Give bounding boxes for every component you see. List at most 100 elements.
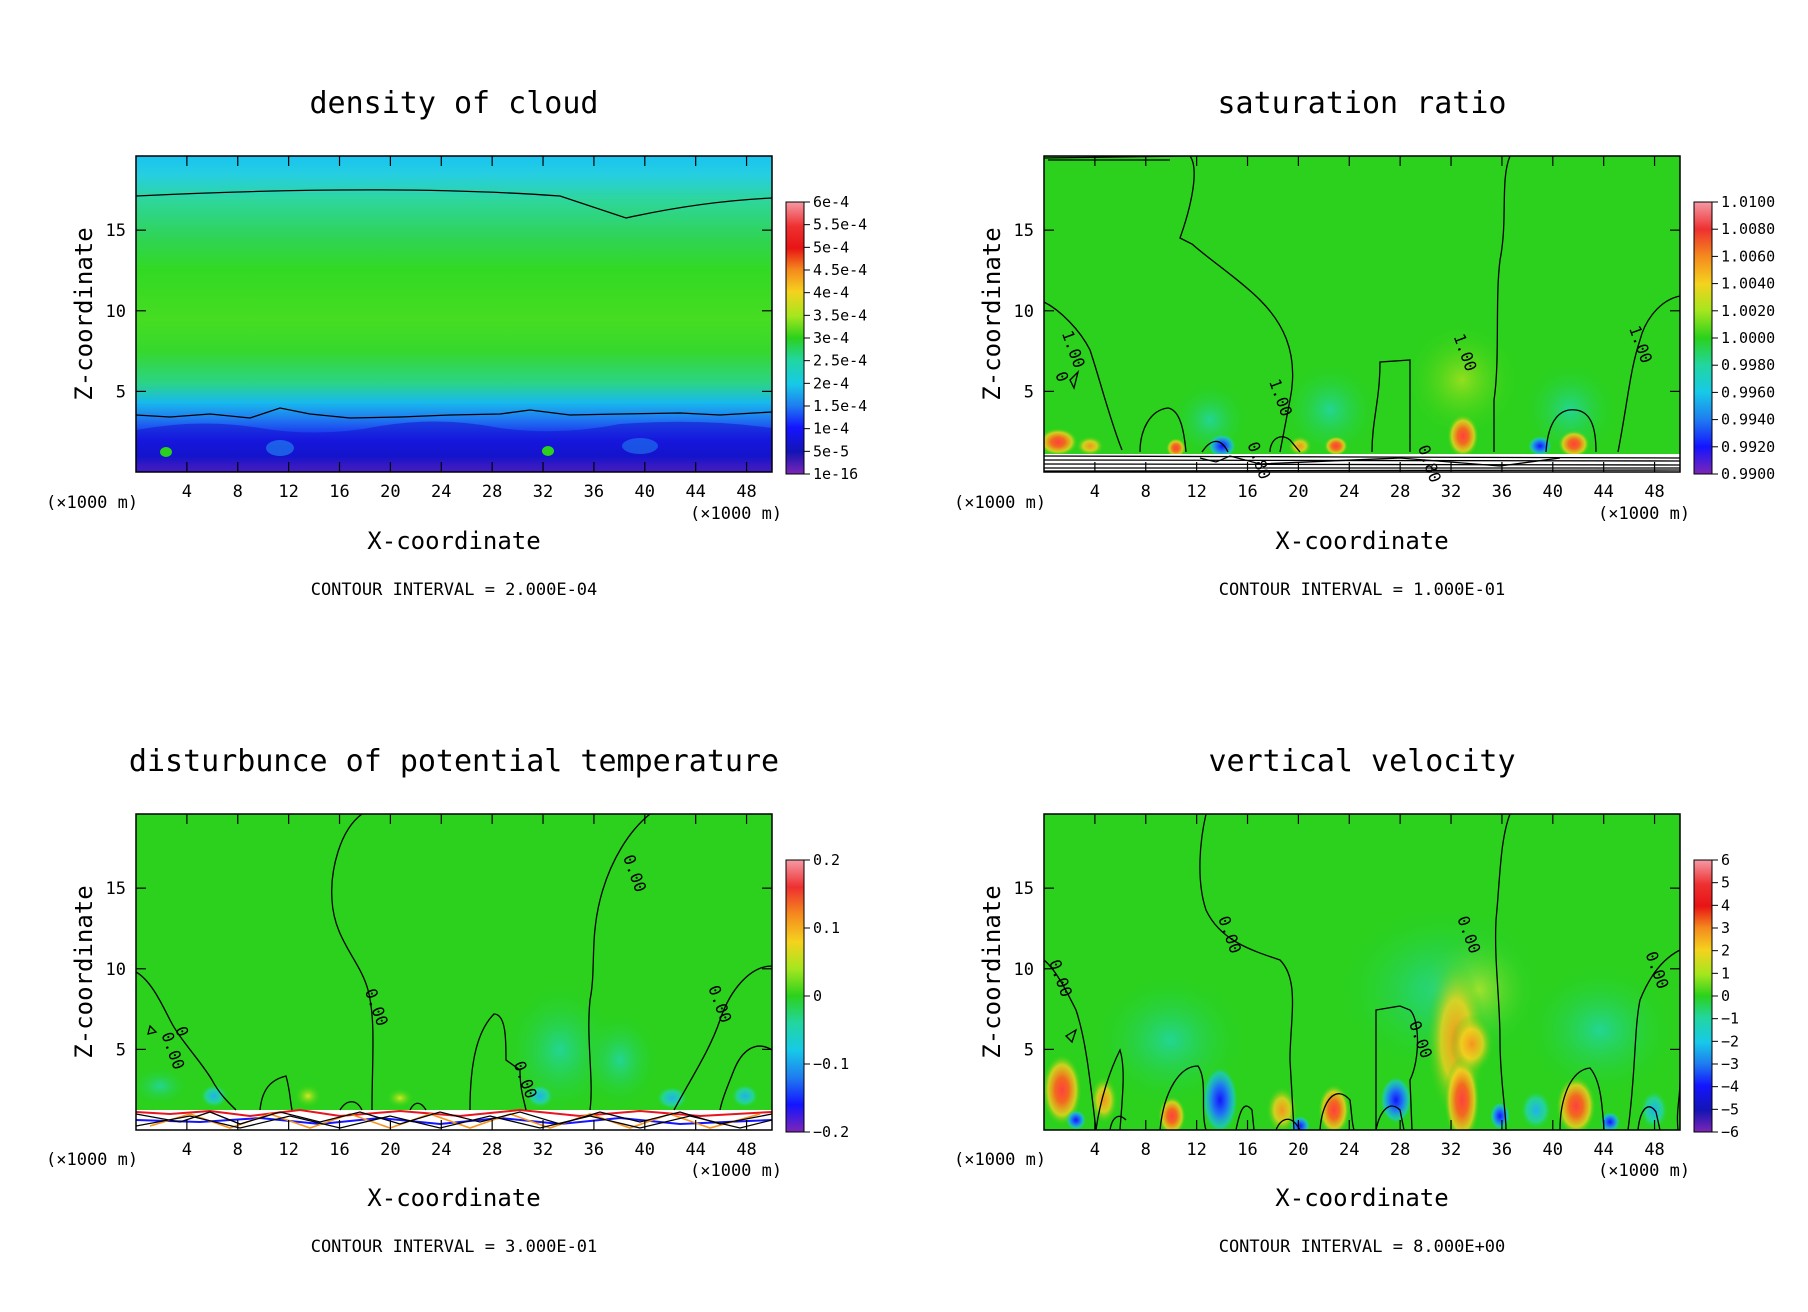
x-tick-label: 4 [182, 1140, 192, 1160]
x-tick-label: 8 [1141, 482, 1151, 502]
colorbar-label: −6 [1721, 1123, 1739, 1141]
x-axis-title: X-coordinate [1275, 1184, 1448, 1212]
colorbar-label: 0.9900 [1721, 465, 1775, 483]
x-unit-label: (×1000 m) [690, 1161, 782, 1181]
panel-title: disturbunce of potential temperature [129, 744, 779, 779]
y-tick-label: 5 [1024, 382, 1034, 402]
x-tick-label: 24 [431, 482, 451, 502]
x-tick-label: 4 [1090, 482, 1100, 502]
panel-title: density of cloud [310, 86, 599, 121]
y-ticks: 5 10 15 [106, 879, 772, 1060]
x-ticks: 4 8 12 16 20 24 28 32 36 40 44 48 [182, 814, 757, 1160]
x-tick-label: 36 [1492, 482, 1512, 502]
colorbar-label: 5.5e-4 [813, 216, 867, 234]
contour-interval: CONTOUR INTERVAL = 2.000E-04 [311, 580, 598, 600]
y-axis-title: Z-coordinate [70, 885, 98, 1058]
colorbar-label: 6e-4 [813, 193, 849, 211]
plot-frame [135, 813, 773, 1131]
colorbar-label: −0.1 [813, 1055, 849, 1073]
y-axis-title: Z-coordinate [978, 885, 1006, 1058]
x-tick-label: 24 [431, 1140, 451, 1160]
colorbar-label: 0 [813, 987, 822, 1005]
y-tick-label: 15 [106, 879, 126, 899]
x-ticks: 4 8 12 16 20 24 28 32 36 40 44 48 [1090, 156, 1665, 502]
x-axis-title: X-coordinate [1275, 527, 1448, 555]
colorbar-label: 1.0000 [1721, 329, 1775, 347]
x-tick-label: 28 [1390, 482, 1410, 502]
x-tick-label: 36 [584, 1140, 604, 1160]
colorbar-label: 5e-5 [813, 442, 849, 460]
x-tick-label: 16 [1237, 1140, 1257, 1160]
x-tick-label: 44 [1593, 1140, 1613, 1160]
x-tick-label: 32 [533, 1140, 553, 1160]
x-ticks: 4 8 12 16 20 24 28 32 36 40 44 48 [182, 156, 757, 502]
y-tick-label: 15 [1014, 221, 1034, 241]
colorbar-label: 1.5e-4 [813, 397, 867, 415]
x-axis-title: X-coordinate [367, 527, 540, 555]
heatmap-field [136, 814, 772, 1130]
panel-saturation-ratio: saturation ratio [954, 86, 1775, 600]
y-tick-label: 5 [116, 382, 126, 402]
x-tick-label: 48 [1644, 1140, 1664, 1160]
colorbar-label: 2e-4 [813, 374, 849, 392]
plot-frame [1043, 813, 1681, 1131]
y-axis-title: Z-coordinate [70, 227, 98, 400]
y-axis-title: Z-coordinate [978, 227, 1006, 400]
colorbar-label: 5 [1721, 874, 1730, 892]
y-tick-label: 15 [106, 221, 126, 241]
panel-potential-temperature: disturbunce of potential temperature [46, 744, 849, 1257]
colorbar: 6 5 4 3 2 1 0 −1 −2 −3 −4 −5 −6 [1693, 851, 1739, 1141]
x-tick-label: 28 [482, 1140, 502, 1160]
colorbar-label: 3 [1721, 919, 1730, 937]
y-ticks: 5 10 15 [106, 221, 772, 402]
colorbar-label: 1.0080 [1721, 220, 1775, 238]
x-tick-label: 36 [584, 482, 604, 502]
colorbar-label: 1.0020 [1721, 302, 1775, 320]
y-tick-label: 5 [116, 1040, 126, 1060]
colorbar-label: 4e-4 [813, 284, 849, 302]
x-tick-label: 28 [1390, 1140, 1410, 1160]
x-tick-label: 40 [1543, 1140, 1563, 1160]
x-tick-label: 36 [1492, 1140, 1512, 1160]
colorbar-label: 0.9920 [1721, 438, 1775, 456]
colorbar-label: 1.0040 [1721, 275, 1775, 293]
x-tick-label: 48 [736, 482, 756, 502]
x-tick-label: 48 [1644, 482, 1664, 502]
x-tick-label: 40 [635, 1140, 655, 1160]
colorbar-label: 1e-16 [813, 465, 858, 483]
z-unit-label: (×1000 m) [954, 493, 1046, 513]
x-tick-label: 44 [1593, 482, 1613, 502]
y-tick-label: 5 [1024, 1040, 1034, 1060]
y-ticks: 5 10 15 [1014, 879, 1680, 1060]
contour-interval: CONTOUR INTERVAL = 1.000E-01 [1219, 580, 1506, 600]
x-tick-label: 4 [182, 482, 192, 502]
x-unit-label: (×1000 m) [1598, 1161, 1690, 1181]
x-unit-label: (×1000 m) [1598, 504, 1690, 524]
colorbar-label: 3.5e-4 [813, 306, 867, 324]
panel-title: vertical velocity [1208, 744, 1515, 779]
x-tick-label: 16 [329, 1140, 349, 1160]
colorbar-label: −3 [1721, 1055, 1739, 1073]
x-tick-label: 44 [685, 1140, 705, 1160]
panel-title: saturation ratio [1218, 86, 1507, 121]
panel-vertical-velocity: vertical velocity [954, 744, 1739, 1257]
x-tick-label: 12 [1186, 482, 1206, 502]
x-tick-label: 16 [329, 482, 349, 502]
x-tick-label: 40 [1543, 482, 1563, 502]
x-tick-label: 28 [482, 482, 502, 502]
plot-frame [135, 155, 773, 473]
panel-density-of-cloud: density of cloud 4 8 12 16 20 24 28 32 36 40 44 48 … [46, 86, 867, 600]
colorbar-label: 5e-4 [813, 238, 849, 256]
colorbar-label: 2.5e-4 [813, 352, 867, 370]
x-tick-label: 20 [380, 1140, 400, 1160]
y-tick-label: 15 [1014, 879, 1034, 899]
x-tick-label: 40 [635, 482, 655, 502]
colorbar-label: 1.0060 [1721, 247, 1775, 265]
colorbar: 6e-4 5.5e-4 5e-4 4.5e-4 4e-4 3.5e-4 3e-4 2.5e-4… [785, 193, 867, 483]
colorbar-label: −2 [1721, 1032, 1739, 1050]
colorbar-label: −1 [1721, 1010, 1739, 1028]
x-axis-title: X-coordinate [367, 1184, 540, 1212]
colorbar: 0.2 0.1 0 −0.1 −0.2 [785, 851, 849, 1141]
colorbar-label: −0.2 [813, 1123, 849, 1141]
